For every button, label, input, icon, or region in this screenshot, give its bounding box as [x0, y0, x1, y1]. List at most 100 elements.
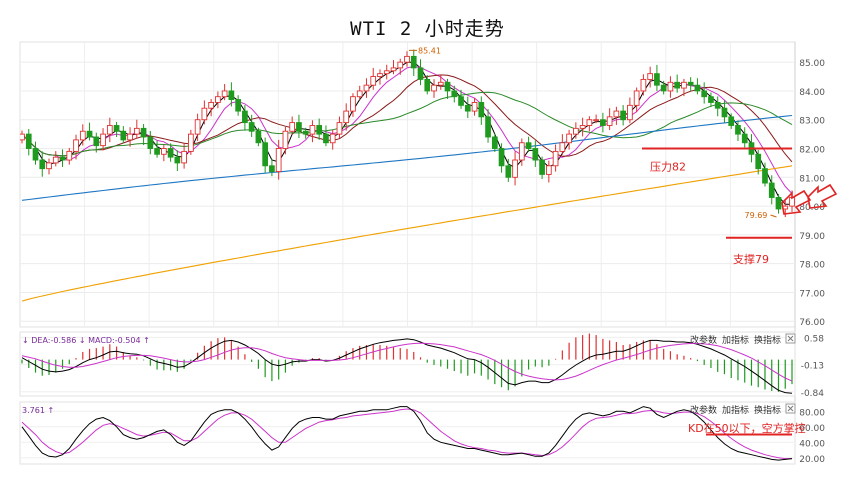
candle-body	[741, 133, 748, 144]
candle-body	[600, 119, 606, 126]
candle-body	[160, 148, 167, 155]
kdj-tick-label: 20.00	[799, 455, 825, 465]
candle-body	[498, 148, 505, 167]
ma-line-ma250	[21, 165, 793, 302]
dea-value: DEA:-0.586	[31, 336, 79, 345]
candle-body	[620, 110, 626, 121]
candle-body	[397, 61, 404, 69]
candle-body	[242, 110, 248, 124]
candle-body	[329, 133, 336, 144]
candle-body	[289, 122, 296, 132]
candle-body	[323, 133, 329, 144]
kdj-tick-label: 60.00	[799, 424, 825, 434]
kdj-close-icon	[787, 405, 794, 412]
kd-annotation-label: KD在50以下，空方掌控	[688, 421, 806, 435]
candle-body	[539, 159, 545, 175]
ma-line-ma120	[21, 114, 793, 201]
resistance-label: 压力82	[650, 161, 686, 174]
candle-body	[647, 73, 654, 80]
candle-body	[113, 125, 120, 132]
macd-legend-label: ↓ DEA:-0.586 ↓ MACD:-0.504 ↑	[22, 336, 150, 345]
candle-body	[336, 122, 343, 135]
price-tick-label: 84.00	[799, 88, 825, 98]
candle-body	[714, 102, 721, 109]
candle-body	[593, 119, 599, 122]
macd-grid	[19, 331, 796, 397]
macd-dea-line	[21, 342, 793, 382]
candle-body	[518, 142, 525, 161]
candle-body	[343, 110, 350, 124]
price-tick-label: 79.00	[799, 232, 825, 242]
candle-body	[573, 127, 579, 135]
candle-body	[100, 133, 106, 147]
candle-body	[302, 130, 309, 135]
candle-body	[762, 168, 768, 184]
candle-body	[654, 73, 660, 86]
candle-body	[728, 116, 735, 126]
candle-body	[316, 125, 323, 135]
candle-body	[208, 102, 214, 109]
candle-body	[59, 156, 66, 161]
dea-arrow-icon: ↓	[22, 336, 31, 345]
candle-body	[701, 90, 708, 98]
price-tick-label: 83.00	[799, 117, 825, 127]
candle-body	[147, 136, 154, 149]
candle-body	[559, 142, 566, 152]
candle-body	[721, 107, 728, 118]
candle-body	[167, 148, 174, 158]
candle-body	[39, 159, 46, 170]
direction-arrow-icon	[807, 183, 838, 209]
candle-body	[471, 102, 478, 112]
kdj-button-2[interactable]: 换指标	[754, 404, 781, 416]
candle-body	[255, 130, 262, 144]
candle-body	[248, 122, 255, 132]
candle-body	[120, 130, 127, 141]
kdj-k-line	[21, 406, 793, 461]
candle-body	[437, 81, 444, 86]
candle-body	[25, 133, 32, 149]
candle-body	[221, 90, 228, 98]
candle-body	[154, 148, 160, 155]
macd-button-1[interactable]: 加指标	[722, 334, 749, 346]
kdj-button-0[interactable]: 改参数	[690, 404, 717, 416]
candle-body	[586, 119, 593, 126]
direction-arrow-icon	[781, 189, 812, 215]
kdj-button-1[interactable]: 加指标	[722, 404, 749, 416]
candle-body	[228, 90, 235, 101]
candle-body	[79, 130, 86, 141]
candle-body	[309, 125, 316, 135]
price-tick-label: 82.00	[799, 146, 825, 156]
candle-body	[755, 153, 762, 170]
candle-body	[235, 99, 241, 112]
macd-button-0[interactable]: 改参数	[690, 334, 717, 346]
candle-body	[451, 90, 458, 98]
candle-body	[431, 84, 437, 92]
candle-body	[633, 90, 640, 106]
macd-tick-label: -0.84	[801, 389, 825, 399]
candle-body	[66, 150, 73, 161]
kdj-legend-label: 3.761 ↑	[22, 406, 54, 415]
candle-body	[505, 165, 512, 178]
candle-body	[458, 96, 464, 106]
macd-dif-line	[21, 338, 793, 394]
candle-body	[660, 84, 667, 92]
low-marker	[770, 214, 777, 218]
candle-body	[410, 55, 417, 69]
low-price-label: 79.69	[744, 211, 767, 220]
candle-body	[93, 136, 100, 147]
candle-body	[694, 84, 701, 92]
candle-body	[377, 73, 383, 77]
candle-body	[194, 119, 201, 135]
macd-button-2[interactable]: 换指标	[754, 334, 781, 346]
macd-tick-label: -0.13	[801, 362, 824, 372]
candle-body	[681, 81, 687, 89]
candle-body	[275, 148, 282, 172]
candle-body	[545, 165, 552, 175]
chart-title: WTI 2 小时走势	[350, 18, 505, 40]
price-tick-label: 77.00	[799, 289, 825, 299]
candle-body	[566, 133, 572, 144]
price-tick-label: 76.00	[799, 318, 825, 328]
candle-body	[404, 55, 410, 63]
candle-body	[444, 81, 451, 92]
candle-body	[613, 110, 620, 118]
